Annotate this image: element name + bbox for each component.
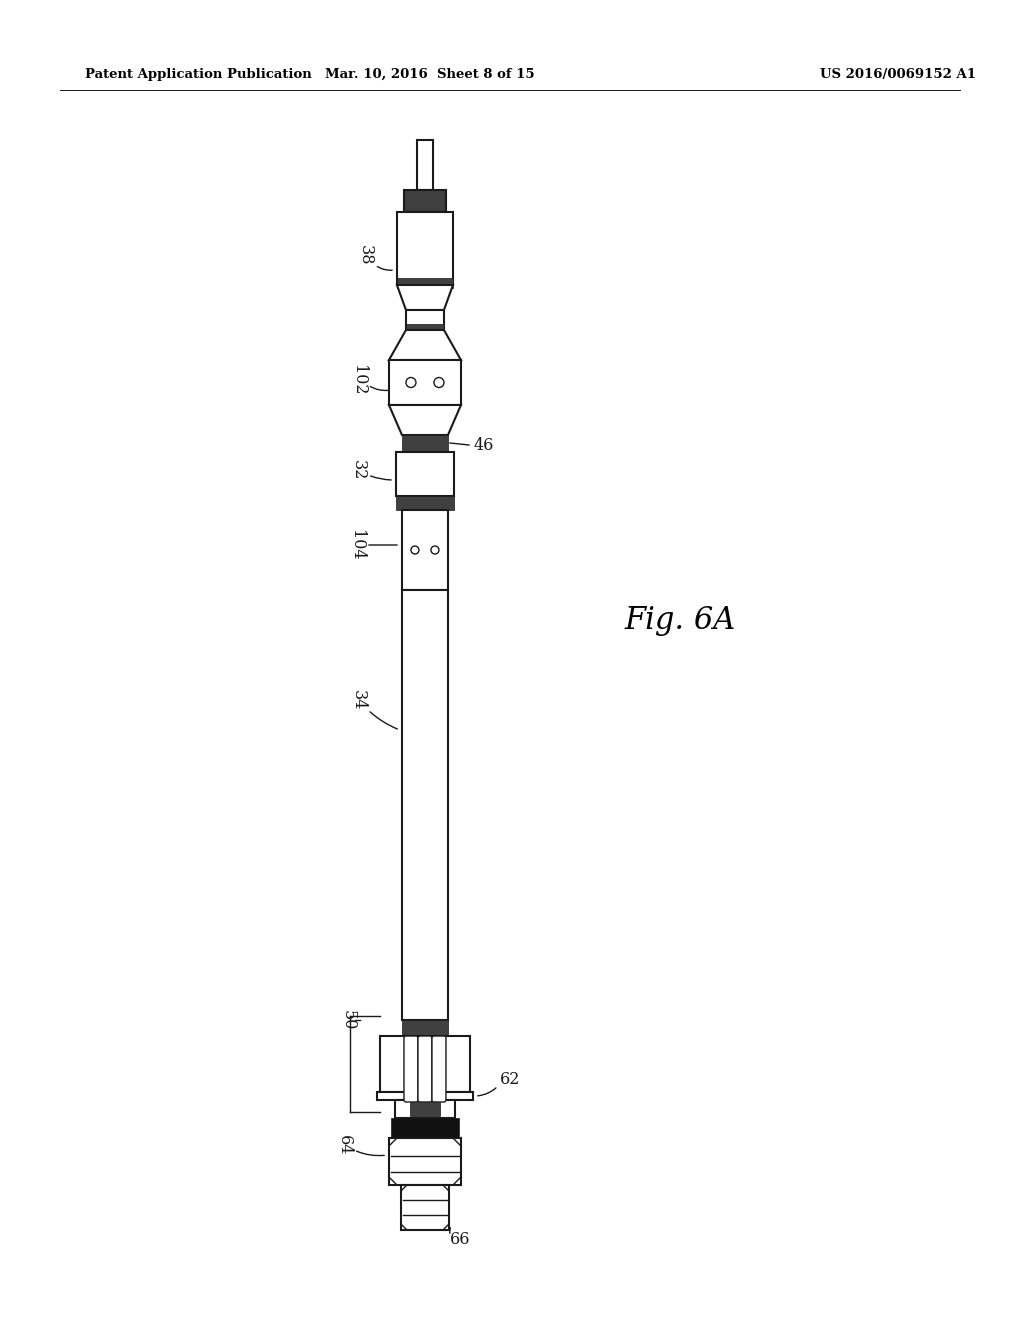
Text: Fig. 6A: Fig. 6A — [625, 605, 735, 635]
Bar — [410, 1102, 440, 1115]
Text: 62: 62 — [500, 1072, 520, 1089]
Bar — [406, 323, 444, 333]
Text: US 2016/0069152 A1: US 2016/0069152 A1 — [820, 69, 976, 81]
Bar — [403, 190, 446, 213]
Bar — [397, 279, 453, 288]
FancyBboxPatch shape — [418, 1036, 432, 1102]
Bar — [402, 436, 447, 451]
Circle shape — [411, 546, 419, 554]
Text: 102: 102 — [349, 364, 367, 395]
Bar — [396, 496, 454, 510]
Circle shape — [431, 546, 439, 554]
Bar — [397, 213, 453, 285]
Bar — [417, 140, 433, 190]
Bar — [391, 1118, 459, 1138]
Bar — [389, 1138, 461, 1185]
Bar — [395, 1100, 455, 1118]
Text: 38: 38 — [356, 244, 374, 265]
Text: Patent Application Publication: Patent Application Publication — [85, 69, 311, 81]
Bar — [396, 451, 454, 496]
Bar — [380, 1036, 470, 1092]
Bar — [389, 360, 461, 405]
Text: 50: 50 — [340, 1010, 356, 1030]
Text: 66: 66 — [450, 1232, 470, 1249]
Polygon shape — [397, 285, 453, 310]
Text: 32: 32 — [349, 459, 367, 480]
Text: 46: 46 — [474, 437, 495, 454]
Polygon shape — [389, 330, 461, 360]
Text: Mar. 10, 2016  Sheet 8 of 15: Mar. 10, 2016 Sheet 8 of 15 — [326, 69, 535, 81]
Polygon shape — [389, 405, 461, 436]
Circle shape — [406, 378, 416, 388]
FancyBboxPatch shape — [432, 1036, 446, 1102]
Bar — [402, 510, 447, 590]
Bar — [377, 1092, 473, 1100]
FancyBboxPatch shape — [403, 1036, 418, 1102]
Bar — [402, 590, 447, 1020]
Bar — [402, 1020, 447, 1036]
Bar — [406, 310, 444, 330]
Text: 34: 34 — [349, 690, 367, 710]
Text: 64: 64 — [336, 1135, 352, 1155]
Circle shape — [434, 378, 444, 388]
Bar — [401, 1185, 449, 1230]
Text: 104: 104 — [347, 529, 365, 560]
